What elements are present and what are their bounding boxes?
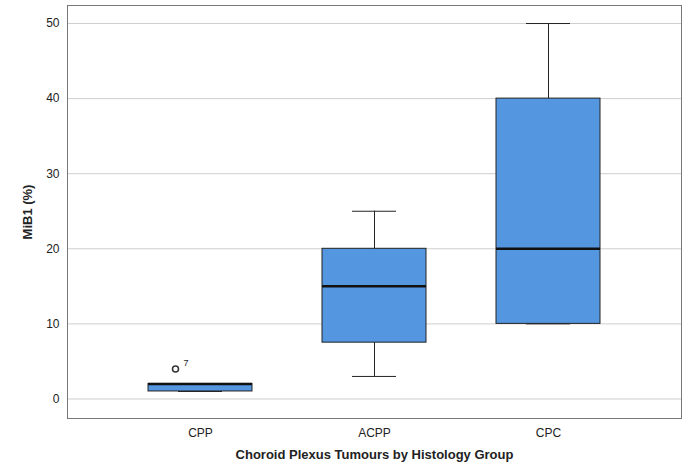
svg-text:Choroid Plexus Tumours by Hist: Choroid Plexus Tumours by Histology Grou… (236, 447, 514, 462)
svg-text:50: 50 (46, 16, 60, 30)
svg-text:20: 20 (46, 242, 60, 256)
svg-text:40: 40 (46, 91, 60, 105)
svg-text:CPP: CPP (188, 426, 213, 440)
svg-text:0: 0 (53, 392, 60, 406)
svg-text:MiB1 (%): MiB1 (%) (20, 185, 35, 240)
svg-text:30: 30 (46, 167, 60, 181)
svg-text:ACPP: ACPP (358, 426, 391, 440)
svg-text:7: 7 (184, 358, 189, 368)
svg-text:10: 10 (46, 317, 60, 331)
svg-text:CPC: CPC (536, 426, 562, 440)
